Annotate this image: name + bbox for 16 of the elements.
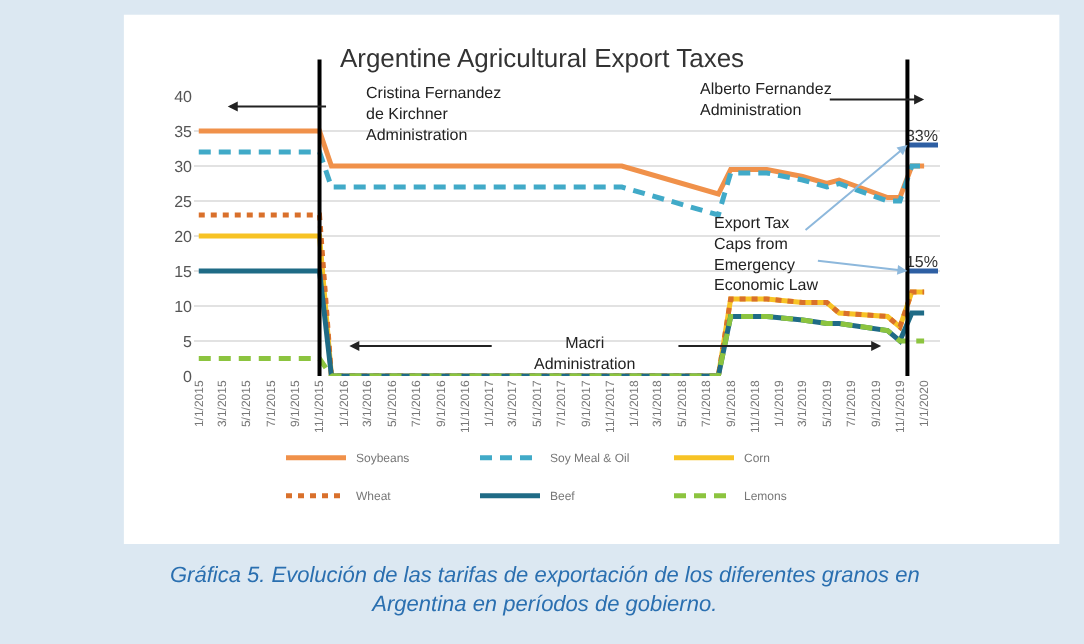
annotation: Cristina Fernandez de Kirchner Administration bbox=[366, 84, 502, 144]
y-tick-label: 5 bbox=[183, 332, 194, 351]
data-label: 15% bbox=[905, 253, 939, 271]
annotation: Alberto Fernandez Administration bbox=[700, 80, 832, 119]
annotation: Export Tax Caps from Emergency Economic Law bbox=[714, 214, 819, 295]
y-tick-label: 10 bbox=[174, 297, 194, 316]
y-tick-label: 40 bbox=[174, 87, 194, 106]
text: Gráfica 5. Evolución de las tarifas de exportación de los diferentes granos en Argentina en períodos de gobierno. bbox=[170, 564, 920, 617]
y-tick-label: 0 bbox=[183, 367, 194, 386]
y-tick-label: 25 bbox=[174, 192, 194, 211]
y-tick-label: 30 bbox=[174, 157, 194, 176]
y-tick-label: 35 bbox=[174, 122, 194, 141]
y-tick-label: 20 bbox=[174, 227, 194, 246]
chart-title: Argentine Agricultural Export Taxes bbox=[339, 43, 746, 74]
y-tick-label: 15 bbox=[174, 262, 194, 281]
annotation: Macri Administration bbox=[534, 334, 636, 373]
